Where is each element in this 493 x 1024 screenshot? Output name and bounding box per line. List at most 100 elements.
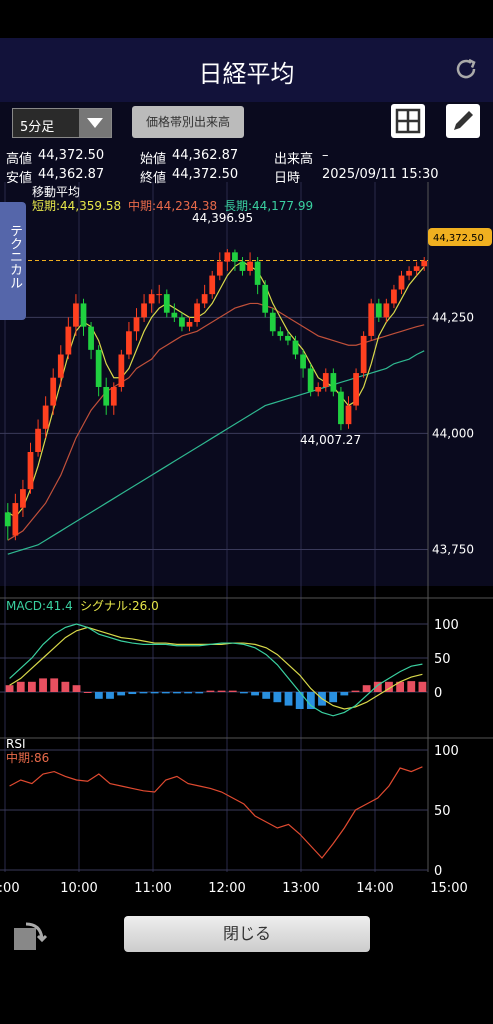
candle-body [118, 354, 125, 387]
candle-body [50, 377, 57, 406]
candle-body [20, 489, 26, 508]
macd-histogram-bar [106, 692, 114, 699]
macd-histogram-bar [50, 678, 59, 692]
macd-histogram-bar [27, 681, 36, 692]
macd-histogram-bar [407, 681, 416, 692]
macd-histogram-bar [340, 692, 349, 696]
macd-histogram-bar [161, 692, 170, 694]
macd-histogram-bar [72, 685, 81, 692]
open-label: 始値 [140, 152, 167, 167]
candle-body [88, 326, 94, 350]
time-tick-label: 9:00 [0, 881, 20, 896]
candle-body [383, 303, 390, 318]
page-title: 日経平均 [198, 60, 295, 88]
price-chart[interactable]: 100 50 0 100 50 0 44,250 44,000 43,750 9:00 10:0… [0, 182, 493, 902]
candle-body [186, 322, 193, 327]
macd-histogram-bar [273, 692, 282, 703]
macd-histogram-bar [306, 692, 315, 709]
candle-body [12, 503, 19, 536]
candle-body [375, 303, 382, 318]
candle-body [391, 289, 397, 304]
candle-body [224, 252, 231, 262]
high-value: 44,372.50 [38, 148, 105, 163]
interval-select[interactable]: 5分足 [12, 108, 112, 138]
candle-body [277, 331, 284, 336]
rsi-line [9, 766, 423, 859]
candlesticks [4, 249, 428, 541]
time-tick-label: 14:00 [356, 881, 393, 896]
macd-signal-line [9, 626, 423, 710]
candle-body [406, 270, 412, 276]
high-annotation: 44,396.95 [192, 211, 253, 225]
open-value: 44,362.87 [172, 148, 239, 163]
chevron-down-icon [79, 109, 111, 137]
macd-histogram-bar [184, 692, 193, 694]
macd-histogram-bar [5, 685, 14, 692]
candle-body [4, 512, 11, 527]
rsi-mid-label: 中期:86 [6, 750, 49, 765]
ma-short-line [7, 260, 425, 518]
rsi-title: RSI [6, 737, 26, 751]
chart-area [0, 102, 493, 586]
macd-panel: 100 50 0 [0, 597, 493, 717]
candle-body [171, 312, 178, 318]
low-label: 安値 [6, 171, 33, 186]
candle-body [254, 261, 261, 285]
refresh-icon[interactable] [453, 56, 479, 82]
candle-body [148, 294, 155, 304]
candle-body [35, 428, 41, 452]
status-bar [0, 0, 493, 38]
volume-profile-button[interactable]: 価格帯別出来高 [132, 106, 244, 138]
candle-body [353, 373, 359, 406]
macd-line [9, 623, 423, 717]
macd-histogram-bar [117, 692, 126, 696]
technical-tab[interactable]: テクニカル [0, 202, 26, 320]
price-tick-label: 44,000 [432, 426, 474, 440]
candle-body [163, 294, 170, 313]
macd-signal-label: シグナル:26.0 [80, 599, 159, 613]
high-label: 高値 [6, 152, 33, 167]
price-tick-label: 44,250 [432, 310, 474, 324]
macd-histogram-bar [16, 681, 25, 692]
candle-body [133, 317, 140, 332]
macd-tick-label: 50 [434, 652, 451, 667]
close-button[interactable]: 閉じる [124, 916, 370, 952]
candle-body [269, 312, 276, 332]
macd-histogram-bar [396, 681, 405, 692]
candle-body [57, 354, 64, 378]
macd-tick-label: 100 [434, 618, 459, 633]
moving-average-lines [7, 260, 425, 555]
interval-value: 5分足 [20, 120, 55, 135]
macd-histogram-bar [385, 681, 393, 692]
candle-body [194, 303, 200, 322]
ma-title: 移動平均 [32, 185, 80, 199]
candle-body [322, 373, 329, 387]
macd-tick-label: 0 [434, 686, 442, 701]
candle-body [285, 335, 291, 341]
macd-histogram-bar [150, 692, 159, 694]
candle-body [239, 261, 246, 271]
candle-body [73, 303, 79, 327]
time-tick-label: 13:00 [282, 881, 319, 896]
close-label: 終値 [140, 171, 167, 186]
macd-histogram-bar [284, 692, 293, 706]
time-tick-label: 10:00 [60, 881, 97, 896]
macd-histogram-bar [195, 692, 204, 694]
ma-mid-label: 中期:44,234.38 [128, 198, 217, 213]
low-value: 44,362.87 [38, 167, 105, 182]
time-tick-label: 11:00 [134, 881, 171, 896]
macd-histogram-bar [83, 692, 92, 693]
candle-body [232, 252, 238, 262]
candle-body [360, 335, 367, 374]
macd-histogram-bar [239, 692, 248, 694]
grid-icon [395, 108, 421, 134]
macd-histogram-bar [128, 692, 137, 695]
draw-button[interactable] [446, 104, 480, 138]
rotate-screen-icon[interactable] [12, 918, 48, 952]
datetime-label: 日時 [274, 171, 301, 186]
candle-body [262, 284, 269, 313]
candle-body [201, 294, 208, 304]
pencil-icon [454, 111, 473, 130]
grid-layout-button[interactable] [391, 104, 425, 138]
ma-short-label: 短期:44,359.58 [32, 199, 121, 213]
